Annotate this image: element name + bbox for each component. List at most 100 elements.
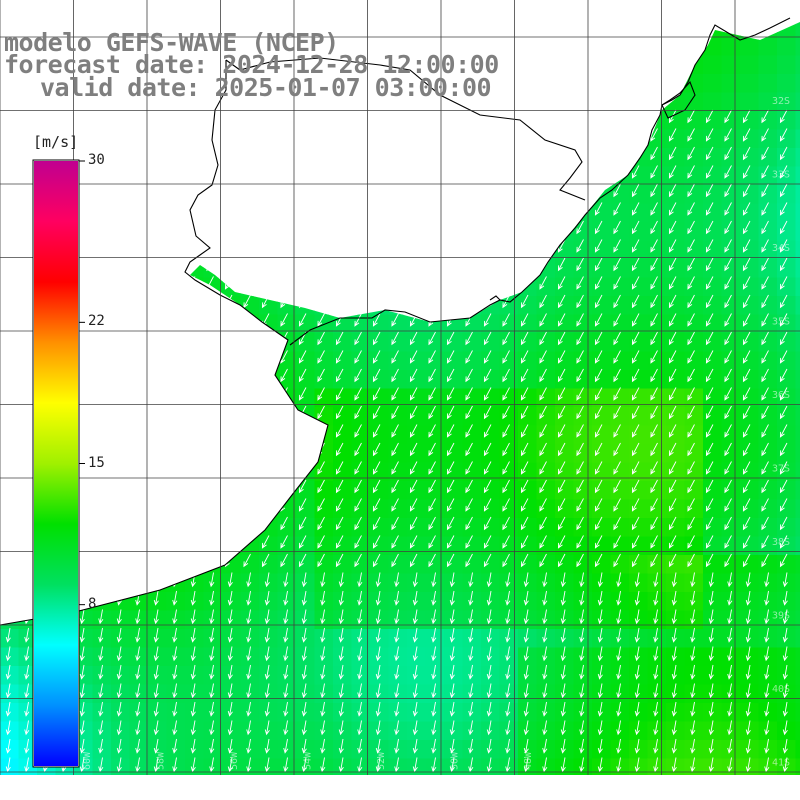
wind-arrow bbox=[98, 646, 104, 662]
wind-speed-cell bbox=[610, 333, 630, 353]
wind-speed-cell bbox=[407, 240, 427, 260]
wind-arrow bbox=[668, 405, 677, 420]
wind-arrow bbox=[320, 646, 326, 662]
wind-speed-cell bbox=[481, 481, 501, 501]
wind-arrow bbox=[261, 257, 270, 272]
wind-arrow bbox=[409, 553, 418, 568]
wind-speed-cell bbox=[666, 222, 686, 242]
wind-arrow bbox=[523, 572, 529, 588]
wind-arrow bbox=[465, 257, 473, 272]
wind-arrow bbox=[761, 516, 769, 531]
wind-speed-cell bbox=[111, 370, 131, 390]
wind-speed-cell bbox=[555, 370, 575, 390]
wind-arrow bbox=[502, 239, 510, 253]
wind-arrow bbox=[742, 128, 751, 142]
wind-arrow bbox=[132, 461, 140, 475]
wind-speed-cell bbox=[795, 610, 800, 630]
wind-speed-cell bbox=[684, 370, 704, 390]
wind-arrow bbox=[502, 553, 510, 568]
wind-arrow bbox=[95, 553, 103, 568]
wind-speed-cell bbox=[370, 370, 390, 390]
wind-arrow bbox=[283, 646, 289, 662]
wind-speed-cell bbox=[610, 536, 630, 556]
wind-arrow bbox=[745, 590, 751, 606]
wind-arrow bbox=[705, 461, 714, 475]
wind-arrow bbox=[243, 350, 251, 364]
wind-arrow bbox=[613, 498, 621, 512]
wind-arrow bbox=[650, 553, 658, 568]
wind-speed-cell bbox=[222, 296, 242, 316]
wind-speed-cell bbox=[777, 166, 797, 186]
wind-arrow bbox=[172, 609, 178, 625]
wind-arrow bbox=[724, 202, 732, 216]
wind-arrow bbox=[298, 276, 307, 290]
wind-speed-cell bbox=[481, 536, 501, 556]
wind-arrow bbox=[301, 590, 307, 606]
wind-speed-cell bbox=[555, 758, 575, 775]
wind-arrow bbox=[576, 183, 584, 198]
wind-arrow bbox=[116, 646, 122, 662]
wind-arrow bbox=[357, 627, 363, 643]
wind-speed-cell bbox=[0, 499, 20, 519]
wind-speed-cell bbox=[629, 0, 648, 19]
wind-arrow bbox=[650, 313, 658, 327]
wind-speed-cell bbox=[92, 555, 112, 575]
wind-arrow bbox=[446, 146, 455, 161]
wind-arrow bbox=[79, 646, 85, 662]
wind-arrow bbox=[468, 572, 474, 588]
wind-arrow bbox=[98, 701, 104, 717]
wind-arrow bbox=[391, 461, 399, 475]
wind-arrow bbox=[372, 128, 381, 142]
wind-arrow bbox=[650, 165, 658, 179]
wind-arrow bbox=[779, 535, 788, 549]
wind-arrow bbox=[782, 627, 788, 643]
wind-speed-cell bbox=[758, 148, 778, 168]
wind-speed-cell bbox=[56, 0, 75, 19]
wind-arrow bbox=[687, 313, 695, 327]
wind-arrow bbox=[542, 572, 548, 588]
wind-arrow bbox=[409, 516, 418, 531]
wind-arrow bbox=[782, 572, 788, 588]
wind-arrow bbox=[169, 479, 177, 494]
wind-speed-cell bbox=[795, 185, 800, 205]
wind-arrow bbox=[24, 720, 30, 736]
wind-speed-cell bbox=[666, 185, 686, 205]
wind-arrow bbox=[113, 257, 122, 272]
wind-speed-cell bbox=[407, 499, 427, 519]
wind-arrow bbox=[187, 516, 196, 531]
wind-arrow bbox=[280, 479, 288, 494]
wind-speed-cell bbox=[425, 518, 445, 538]
wind-speed-cell bbox=[684, 259, 704, 279]
wind-speed-cell bbox=[462, 444, 482, 464]
wind-speed-cell bbox=[111, 555, 131, 575]
wind-speed-cell bbox=[573, 185, 593, 205]
wind-arrow bbox=[520, 294, 529, 309]
wind-speed-cell bbox=[444, 351, 464, 371]
wind-arrow bbox=[594, 202, 603, 216]
wind-speed-cell bbox=[758, 277, 778, 297]
wind-speed-cell bbox=[148, 333, 168, 353]
wind-arrow bbox=[742, 146, 751, 161]
wind-arrow bbox=[724, 479, 732, 494]
wind-arrow bbox=[597, 609, 603, 625]
wind-arrow bbox=[317, 387, 325, 401]
wind-speed-cell bbox=[647, 518, 667, 538]
wind-arrow bbox=[708, 720, 714, 736]
wind-speed-cell bbox=[0, 0, 19, 19]
wind-arrow bbox=[782, 646, 788, 662]
wind-arrow bbox=[542, 701, 548, 717]
wind-speed-cell bbox=[444, 185, 464, 205]
wind-arrow bbox=[631, 331, 640, 346]
wind-speed-cell bbox=[481, 203, 501, 223]
wind-speed-cell bbox=[703, 185, 723, 205]
wind-arrow bbox=[372, 257, 381, 272]
wind-speed-cell bbox=[0, 111, 20, 131]
wind-arrow bbox=[779, 276, 788, 290]
wind-arrow bbox=[412, 627, 418, 643]
wind-speed-cell bbox=[222, 203, 242, 223]
wind-arrow bbox=[631, 109, 640, 124]
wind-arrow bbox=[172, 590, 178, 606]
wind-speed-cell bbox=[203, 296, 223, 316]
wind-arrow bbox=[98, 664, 104, 680]
wind-speed-cell bbox=[259, 129, 279, 149]
